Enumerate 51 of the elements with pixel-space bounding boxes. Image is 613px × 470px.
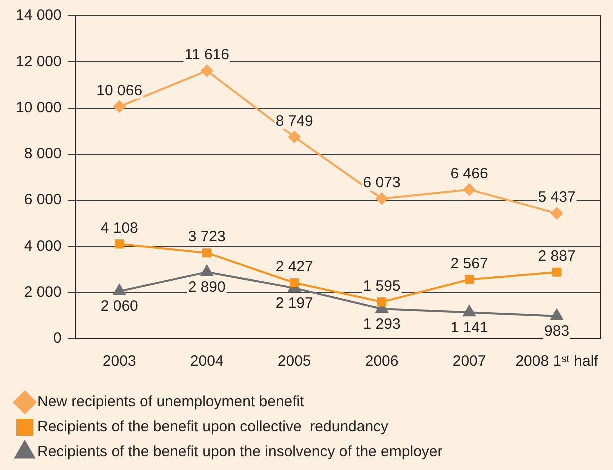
- y-tick-label: 10 000: [16, 99, 62, 116]
- data-label: 2 887: [538, 248, 576, 266]
- point: [114, 100, 126, 113]
- data-label: 11 616: [184, 46, 230, 64]
- x-tick-label: 2003: [102, 353, 136, 370]
- point: [115, 240, 124, 249]
- point: [552, 268, 562, 277]
- point: [288, 131, 301, 144]
- y-tick-label: 6 000: [24, 192, 62, 209]
- data-label: 1 595: [363, 278, 401, 295]
- legend-label: Recipients of the benefit upon collective redundancy: [38, 418, 390, 436]
- data-label: 1 293: [363, 316, 401, 333]
- data-label: 2 567: [450, 255, 488, 272]
- data-label: 2 890: [188, 278, 226, 296]
- point: [200, 265, 214, 276]
- y-tick-label: 2 000: [24, 284, 62, 301]
- x-tick-label: 2006: [365, 353, 399, 370]
- point: [550, 309, 564, 320]
- point: [113, 284, 126, 296]
- point: [201, 65, 214, 78]
- data-label: 6 073: [363, 174, 401, 192]
- y-tick-label: 8 000: [24, 146, 62, 163]
- x-tick-label: 2007: [452, 353, 486, 370]
- y-tick-label: 12 000: [16, 53, 62, 70]
- data-label: 2 060: [100, 298, 138, 316]
- point: [376, 192, 388, 205]
- data-label: 1 141: [450, 319, 488, 336]
- data-label: 6 466: [450, 165, 488, 182]
- data-label: 2 197: [276, 294, 314, 312]
- x-tick-label: 2005: [278, 353, 312, 370]
- y-tick-label: 14 000: [16, 7, 62, 24]
- legend-label: Recipients of the benefit upon the insolvency of the employer: [38, 444, 443, 461]
- x-tick-label: 2004: [190, 353, 224, 370]
- data-label: 983: [544, 322, 570, 340]
- point: [378, 298, 387, 307]
- data-label: 8 749: [276, 112, 314, 130]
- point: [463, 306, 476, 317]
- data-label: 2 427: [276, 258, 314, 276]
- data-label: 3 723: [188, 228, 226, 246]
- y-tick-label: 4 000: [24, 238, 62, 255]
- point: [464, 184, 476, 196]
- point: [551, 208, 564, 220]
- point: [465, 275, 474, 284]
- y-tick-label: 0: [54, 330, 62, 348]
- point: [202, 248, 212, 258]
- x-tick-label: 2008 1ˢᵗ half: [516, 353, 600, 370]
- point: [290, 278, 300, 288]
- legend-label: New recipients of unemployment benefit: [38, 394, 306, 411]
- data-label: 10 066: [96, 82, 143, 100]
- data-label: 4 108: [100, 220, 138, 237]
- data-label: 5 437: [538, 189, 576, 206]
